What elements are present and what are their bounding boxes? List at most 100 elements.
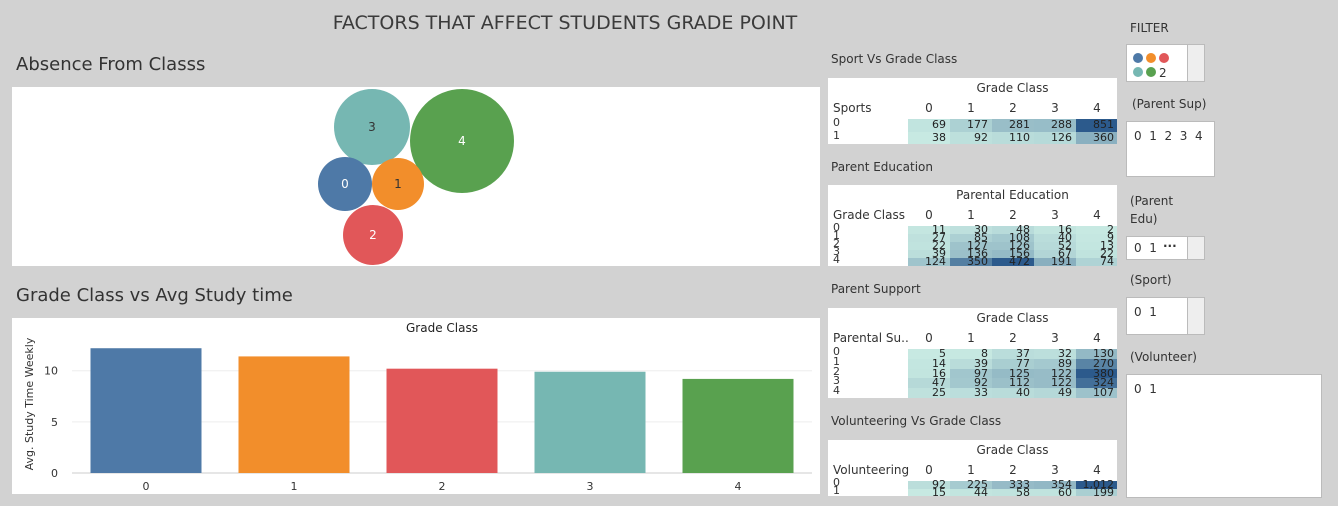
volunteer-cell[interactable]: 1,012 [1076,479,1117,490]
parent-support-cell[interactable]: 14 [908,358,950,369]
sport-cell[interactable]: 38 [908,131,950,144]
parent-edu-col-label: 1 [967,208,975,222]
volunteer-cell[interactable]: 354 [1034,479,1076,490]
parent-edu-cell[interactable]: 22 [1076,248,1117,259]
volunteer-cell[interactable]: 225 [950,479,992,490]
parent-edu-cell[interactable]: 11 [908,224,950,235]
parent-edu-row-header: Grade Class [833,208,905,222]
sport-cell[interactable]: 360 [1076,131,1117,144]
parent-support-cell[interactable]: 25 [908,387,950,398]
parent-support-cell[interactable]: 40 [992,387,1034,398]
bubble-2-circle[interactable] [343,205,403,265]
parent-edu-cell[interactable]: 136 [950,248,992,259]
parent-edu-cell[interactable]: 27 [908,232,950,243]
parent-support-cell[interactable]: 77 [992,358,1034,369]
parent-support-cell[interactable]: 16 [908,368,950,378]
sport-cell[interactable]: 110 [992,131,1034,144]
parent-edu-filter[interactable]: 0 1 ··· [1126,236,1205,260]
parent-support-cell[interactable]: 107 [1076,387,1117,398]
sport-cell[interactable]: 126 [1034,131,1076,144]
parent-edu-cell[interactable]: 39 [908,248,950,259]
parent-support-cell[interactable]: 32 [1034,348,1076,359]
legend-dot-icon[interactable] [1133,53,1143,63]
legend-scrollbar[interactable] [1187,45,1204,81]
parent-support-cell[interactable]: 49 [1034,387,1076,398]
parent-edu-cell[interactable]: 191 [1034,256,1076,266]
parent-edu-cell[interactable]: 52 [1034,240,1076,251]
parent-support-cell[interactable]: 47 [908,378,950,388]
parent-support-cell[interactable]: 122 [1034,368,1076,378]
parent-edu-cell[interactable]: 85 [950,232,992,243]
bubble-3-circle[interactable] [334,89,410,165]
parent-edu-cell[interactable]: 9 [1076,232,1117,243]
sport-cell[interactable]: 851 [1076,118,1117,132]
volunteer-cell[interactable]: 44 [950,487,992,496]
parent-support-cell[interactable]: 125 [992,368,1034,378]
bar-4[interactable] [682,378,794,473]
parent-edu-cell[interactable]: 74 [1076,256,1117,266]
parent-support-cell[interactable]: 37 [992,348,1034,359]
volunteer-cell[interactable]: 333 [992,479,1034,490]
sport-heatmap: Grade Class Sports 0 1 2 3 4 0 69 177 281 288 851 1 38… [828,78,1117,144]
parent-support-cell[interactable]: 33 [950,387,992,398]
parent-support-cell[interactable]: 270 [1076,358,1117,369]
parent-edu-cell[interactable]: 48 [992,224,1034,235]
parent-edu-cell[interactable]: 22 [908,240,950,251]
color-legend-filter[interactable]: 2 [1126,44,1205,82]
volunteer-filter[interactable]: 0 1 [1126,374,1322,498]
parent-edu-cell[interactable]: 30 [950,224,992,235]
bubble-4-circle[interactable] [410,89,514,193]
volunteer-cell[interactable]: 60 [1034,487,1076,496]
parent-support-cell[interactable]: 89 [1034,358,1076,369]
parent-edu-cell[interactable]: 350 [950,256,992,266]
volunteer-cell[interactable]: 58 [992,487,1034,496]
parent-edu-cell[interactable]: 16 [1034,224,1076,235]
sport-cell[interactable]: 177 [950,118,992,132]
sport-cell[interactable]: 281 [992,118,1034,132]
sport-cell[interactable]: 288 [1034,118,1076,132]
y-axis-label: Avg. Study Time Weekly [23,337,36,470]
parent-edu-cell[interactable]: 67 [1034,248,1076,259]
sport-col-label: 1 [967,101,975,115]
legend-dot-icon[interactable] [1133,67,1143,77]
legend-dot-icon[interactable] [1146,67,1156,77]
parent-support-cell[interactable]: 39 [950,358,992,369]
parent-edu-cell[interactable]: 13 [1076,240,1117,251]
legend-dot-icon[interactable] [1146,53,1156,63]
parent-edu-cell[interactable]: 156 [992,248,1034,259]
volunteer-cell[interactable]: 199 [1076,487,1117,496]
parent-support-cell[interactable]: 112 [992,378,1034,388]
sport-cell[interactable]: 69 [908,118,950,132]
parent-edu-cell[interactable]: 126 [992,240,1034,251]
parent-support-cell[interactable]: 5 [908,348,950,359]
bar-2[interactable] [386,368,498,473]
parent-support-cell[interactable]: 380 [1076,368,1117,378]
parent-support-cell[interactable]: 92 [950,378,992,388]
parent-edu-cell[interactable]: 2 [1076,224,1117,235]
parent-edu-cell[interactable]: 472 [992,256,1034,266]
volunteer-cell[interactable]: 92 [908,479,950,490]
parent-support-cell[interactable]: 97 [950,368,992,378]
bar-1[interactable] [238,356,350,473]
volunteer-cell[interactable]: 15 [908,487,950,496]
legend-dot-icon[interactable] [1159,53,1169,63]
parent-support-cell[interactable]: 324 [1076,378,1117,388]
sport-cell[interactable]: 92 [950,131,992,144]
parent-edu-cell[interactable]: 40 [1034,232,1076,243]
bubble-1-circle[interactable] [372,158,424,210]
parent-edu-cell[interactable]: 108 [992,232,1034,243]
parent-support-cell[interactable]: 130 [1076,348,1117,359]
parent-edu-scrollbar[interactable] [1187,237,1204,259]
bar-3[interactable] [534,371,646,473]
more-icon[interactable]: ··· [1163,239,1177,253]
sport-filter[interactable]: 0 1 [1126,297,1205,335]
bubble-0-circle[interactable] [318,157,372,211]
absence-section-title: Absence From Classs [16,54,206,75]
parent-edu-cell[interactable]: 127 [950,240,992,251]
parent-sup-filter[interactable]: 0 1 2 3 4 [1126,121,1215,177]
parent-edu-cell[interactable]: 124 [908,256,950,266]
bar-0[interactable] [90,348,202,473]
sport-scrollbar[interactable] [1187,298,1204,334]
parent-support-cell[interactable]: 8 [950,348,992,359]
parent-support-cell[interactable]: 122 [1034,378,1076,388]
